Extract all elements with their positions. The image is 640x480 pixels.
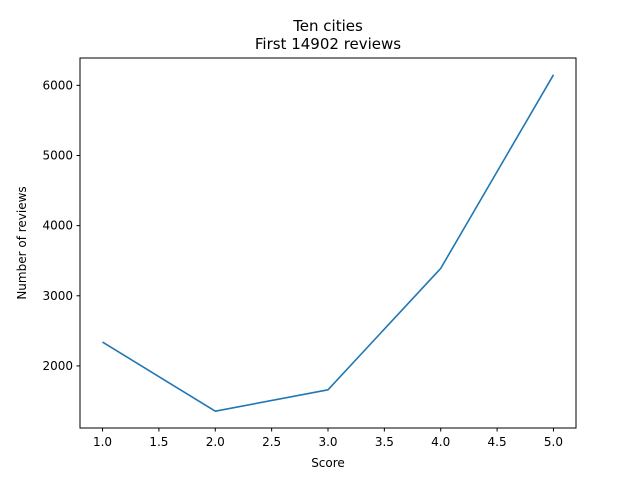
series-line-0 <box>102 74 555 413</box>
x-tick-label: 2.0 <box>206 435 225 449</box>
y-tick-label: 4000 <box>42 219 73 233</box>
x-tick-label: 4.0 <box>431 435 450 449</box>
x-tick-label: 2.5 <box>262 435 281 449</box>
chart-title: Ten cities <box>292 17 363 35</box>
y-tick-label: 2000 <box>42 359 73 373</box>
x-tick-label: 4.5 <box>488 435 507 449</box>
x-tick-label: 1.5 <box>149 435 168 449</box>
x-tick-label: 1.0 <box>93 435 112 449</box>
y-axis-label: Number of reviews <box>15 186 29 299</box>
y-tick-label: 3000 <box>42 289 73 303</box>
y-tick-label: 6000 <box>42 78 73 92</box>
series-layer <box>102 74 555 413</box>
x-axis-label: Score <box>311 456 345 470</box>
y-axis: 2000 3000 4000 5000 6000 <box>42 78 80 373</box>
x-tick-label: 3.0 <box>318 435 337 449</box>
y-tick-label: 5000 <box>42 148 73 162</box>
x-tick-label: 3.5 <box>375 435 394 449</box>
x-tick-label: 5.0 <box>544 435 563 449</box>
plot-area <box>79 57 577 429</box>
chart-subtitle: First 14902 reviews <box>255 35 401 53</box>
x-axis: 1.0 1.5 2.0 2.5 3.0 3.5 4.0 4.5 5.0 <box>93 428 563 449</box>
